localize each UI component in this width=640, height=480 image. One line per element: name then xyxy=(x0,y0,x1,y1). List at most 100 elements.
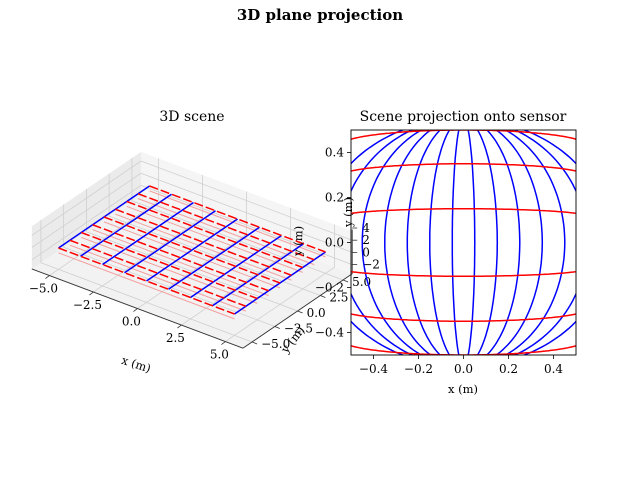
x-tick-label: −5.0 xyxy=(29,282,58,296)
projection-x-axis-label: x (m) xyxy=(448,382,478,396)
meridian-curve xyxy=(406,130,442,355)
scene-x-axis-label: x (m) xyxy=(120,353,153,376)
scene-3d-axes: 3D scene −5.0−2.50.02.55.0−5.0−2.50.02.5… xyxy=(29,109,380,375)
x-tick-label: 0.4 xyxy=(544,362,563,376)
grid-line xyxy=(31,160,142,236)
z-tick-label: 4 xyxy=(362,221,370,235)
projection-title: Scene projection onto sensor xyxy=(360,109,567,125)
x-tick xyxy=(177,324,182,329)
plane-shadow-line xyxy=(126,205,303,273)
parallel-curve xyxy=(351,130,576,141)
plane-line-red xyxy=(103,216,281,284)
y-tick xyxy=(297,310,303,314)
grid-line xyxy=(86,231,298,312)
x-tick-label: 0.2 xyxy=(499,362,518,376)
y-tick-label: 0.0 xyxy=(307,306,326,320)
projection-ticks: −0.4 −0.2 0.0 0.2 0.4 −0.4 −0.2 0.0 0.2 0.4 xyxy=(315,146,564,377)
meridian-curve xyxy=(504,130,566,355)
plane-line-blue xyxy=(102,201,194,266)
plane-shadow-line xyxy=(81,236,258,304)
x-tick xyxy=(133,308,138,312)
grid-line xyxy=(181,250,291,326)
x-tick xyxy=(89,291,94,296)
meridian-curve xyxy=(384,130,432,355)
x-tick xyxy=(45,275,50,279)
meridian-curve xyxy=(361,130,423,355)
y-tick xyxy=(342,279,349,283)
plane-shadow-line xyxy=(149,190,326,258)
grid-line xyxy=(109,215,321,296)
grid-line xyxy=(140,185,353,265)
x-tick xyxy=(221,341,226,345)
y-tick-label: −0.4 xyxy=(315,326,345,340)
grid-line xyxy=(140,172,353,253)
plane-shadow-line xyxy=(137,198,315,266)
plane-line-red xyxy=(115,208,292,276)
z-tick-label: −2 xyxy=(362,258,380,272)
meridian-curve xyxy=(351,130,414,355)
plane-line-red xyxy=(92,224,269,292)
meridian-curve xyxy=(513,130,576,355)
meridian-curve xyxy=(429,130,451,355)
x-tick-label: 0.0 xyxy=(454,362,473,376)
parallel-curve xyxy=(351,344,576,355)
plane-line-blue xyxy=(80,193,172,257)
x-tick-label: 0.0 xyxy=(122,315,141,329)
plane-line-blue xyxy=(168,226,260,290)
y-tick-label: 0.2 xyxy=(325,191,344,205)
plane-line-red xyxy=(69,239,247,307)
y-tick-label: −0.2 xyxy=(315,281,344,295)
plane-shadow-line xyxy=(58,252,235,320)
plane-shadow-line xyxy=(103,221,281,289)
grid-line xyxy=(131,200,344,281)
y-tick xyxy=(251,341,258,345)
projection-y-axis-label: y (m) xyxy=(341,197,355,228)
plane-line-red xyxy=(80,231,258,300)
x-tick-label: −2.5 xyxy=(73,298,102,312)
grid-line xyxy=(31,185,142,261)
scene-3d-title: 3D scene xyxy=(159,109,224,125)
plane-line-red xyxy=(137,193,315,261)
y-tick-label: 0.0 xyxy=(325,236,344,250)
y-tick-label: 0.4 xyxy=(325,146,344,160)
scene-z-axis-label: y (m) xyxy=(290,226,305,258)
projection-axes: Scene projection onto sensor −0.4 −0.2 0.0… xyxy=(315,109,577,396)
grid-line xyxy=(140,160,353,241)
z-tick-label: 2 xyxy=(362,233,370,247)
wireframe-plane xyxy=(58,185,326,320)
x-tick-label: 2.5 xyxy=(166,331,185,345)
meridian-curve xyxy=(451,130,460,355)
meridian-curve xyxy=(485,130,521,355)
meridian-curve xyxy=(467,130,476,355)
y-tick xyxy=(320,295,326,298)
y-tick-label: 2.5 xyxy=(329,290,348,304)
plane-line-red xyxy=(58,247,235,315)
y-tick-label: −2.5 xyxy=(284,321,313,335)
plane-line-red xyxy=(149,185,326,253)
plane-shadow-line xyxy=(115,213,292,281)
grid-line xyxy=(225,266,335,342)
meridian-curve xyxy=(351,130,405,355)
x-tick-label: −0.4 xyxy=(359,362,389,376)
projection-curves xyxy=(351,130,576,355)
plane-line-blue xyxy=(124,210,216,274)
z-tick-label: 0 xyxy=(362,245,370,259)
parallel-curve xyxy=(351,313,576,323)
y-tick-label: −5.0 xyxy=(261,337,290,351)
plane-line-blue xyxy=(146,218,238,282)
meridian-curve xyxy=(476,130,499,355)
parallel-curve xyxy=(351,208,576,215)
meridian-curve xyxy=(522,130,576,355)
x-tick-label: 5.0 xyxy=(210,348,229,362)
plane-shadow-line xyxy=(69,244,247,312)
axis-grid xyxy=(31,158,353,343)
plane-line-red xyxy=(126,200,304,269)
meridian-curve xyxy=(495,130,544,355)
plane-shadow-line xyxy=(92,229,269,297)
grid-line xyxy=(31,172,142,248)
parallel-curve xyxy=(351,270,576,278)
parallel-curve xyxy=(351,163,576,172)
y-tick xyxy=(274,326,280,329)
